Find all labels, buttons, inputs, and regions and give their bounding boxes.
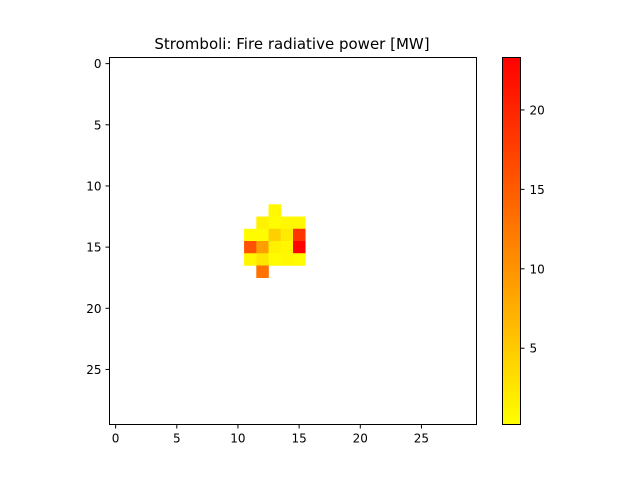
heatmap-cell: [268, 253, 282, 266]
heatmap-cell: [280, 241, 294, 254]
heatmap-cell: [268, 204, 282, 217]
heatmap-cell: [256, 265, 269, 278]
heatmap-cell: [244, 253, 257, 266]
heatmap-cell: [280, 228, 294, 242]
colorbar-tick-label: 5: [530, 342, 538, 356]
heatmap-cell: [293, 228, 306, 242]
y-tick-label: 20: [86, 302, 101, 316]
colorbar-tick-label: 15: [530, 183, 545, 197]
heatmap-cell: [256, 216, 269, 230]
heatmap-cell: [256, 228, 269, 242]
y-tick-label: 0: [94, 57, 102, 71]
heatmap-cell: [293, 241, 306, 254]
heatmap-cell: [268, 228, 282, 242]
x-tick-label: 25: [414, 432, 429, 446]
heatmap-cell: [280, 216, 294, 230]
heatmap-cell: [256, 241, 269, 254]
heatmap-cell: [244, 241, 257, 254]
heatmap-cell: [256, 253, 269, 266]
heatmap-cell: [293, 216, 306, 230]
colorbar-tick-label: 20: [530, 103, 545, 117]
y-tick-label: 5: [94, 118, 102, 132]
heatmap-cell: [280, 253, 294, 266]
heatmap-cell: [293, 253, 306, 266]
chart-title: Stromboli: Fire radiative power [MW]: [154, 35, 429, 53]
y-tick-label: 25: [86, 363, 101, 377]
x-tick-label: 5: [173, 432, 181, 446]
x-tick-label: 15: [291, 432, 306, 446]
y-tick-label: 15: [86, 241, 101, 255]
x-axis: 0 5 10 15 20 25: [112, 424, 429, 446]
colorbar: [502, 57, 521, 425]
y-tick-label: 10: [86, 179, 101, 193]
heatmap-cell: [244, 228, 257, 242]
colorbar-axis: 5 10 15 20: [520, 103, 545, 356]
x-tick-label: 0: [112, 432, 120, 446]
y-axis: 0 5 10 15 20 25: [86, 57, 110, 377]
heatmap-cell: [268, 216, 282, 230]
x-tick-label: 20: [353, 432, 368, 446]
heatmap-cells: [244, 204, 306, 278]
plot-frame: [109, 57, 477, 425]
heatmap-cell: [268, 241, 282, 254]
colorbar-tick-label: 10: [530, 262, 545, 276]
x-tick-label: 10: [230, 432, 245, 446]
